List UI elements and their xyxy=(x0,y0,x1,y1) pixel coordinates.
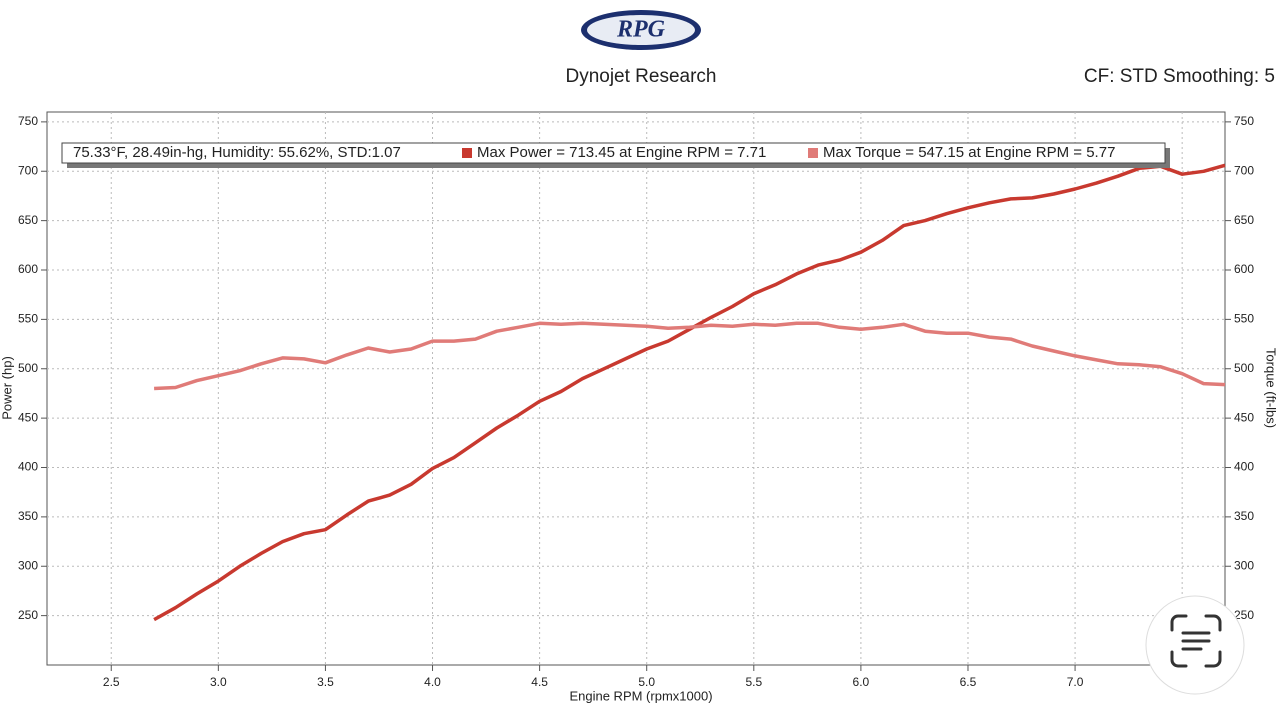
x-tick-label: 5.5 xyxy=(745,675,762,689)
x-tick-label: 3.0 xyxy=(210,675,227,689)
y-tick-label: 250 xyxy=(18,608,38,622)
y2-tick-label: 400 xyxy=(1234,460,1254,474)
x-tick-label: 2.5 xyxy=(103,675,120,689)
y2-tick-label: 500 xyxy=(1234,361,1254,375)
legend-swatch xyxy=(808,148,818,158)
logo-inner xyxy=(587,15,695,45)
chart-subtitle: CF: STD Smoothing: 5 xyxy=(1084,66,1275,87)
y-tick-label: 500 xyxy=(18,361,38,375)
x-tick-label: 6.0 xyxy=(853,675,870,689)
y-tick-label: 600 xyxy=(18,262,38,276)
x-tick-label: 4.0 xyxy=(424,675,441,689)
y2-tick-label: 250 xyxy=(1234,608,1254,622)
y-axis-label: Power (hp) xyxy=(0,356,14,420)
y2-tick-label: 650 xyxy=(1234,213,1254,227)
y-tick-label: 550 xyxy=(18,312,38,326)
y2-tick-label: 700 xyxy=(1234,163,1254,177)
y-tick-label: 650 xyxy=(18,213,38,227)
x-tick-label: 6.5 xyxy=(960,675,977,689)
y2-tick-label: 600 xyxy=(1234,262,1254,276)
legend-swatch xyxy=(462,148,472,158)
legend-box xyxy=(61,142,1166,164)
y-tick-label: 350 xyxy=(18,509,38,523)
y-tick-label: 400 xyxy=(18,460,38,474)
y-tick-label: 750 xyxy=(18,114,38,128)
x-tick-label: 7.0 xyxy=(1067,675,1084,689)
series-line xyxy=(154,321,1226,391)
plot: 250 300 350 400 450 500 550 600 650 700 750 250 300 3… xyxy=(18,112,1254,689)
x-tick-label: 5.0 xyxy=(638,675,655,689)
legend-label: Max Power = 713.45 at Engine RPM = 7.71 xyxy=(477,144,766,161)
y2-tick-label: 750 xyxy=(1234,114,1254,128)
y2-tick-label: 550 xyxy=(1234,312,1254,326)
y2-tick-label: 450 xyxy=(1234,410,1254,424)
plot-frame xyxy=(46,111,1226,666)
x-tick-label: 3.5 xyxy=(317,675,334,689)
y2-tick-label: 350 xyxy=(1234,509,1254,523)
y2-tick-label: 300 xyxy=(1234,558,1254,572)
y-tick-label: 700 xyxy=(18,163,38,177)
y-tick-label: 450 xyxy=(18,410,38,424)
logo-text: RPG xyxy=(616,17,666,43)
x-axis-label: Engine RPM (rpmx1000) xyxy=(569,688,712,703)
series-line xyxy=(153,163,1226,622)
x-tick-label: 4.5 xyxy=(531,675,548,689)
legend-label: Max Torque = 547.15 at Engine RPM = 5.77 xyxy=(823,144,1115,161)
conditions-annotation: 75.33°F, 28.49in-hg, Humidity: 55.62%, S… xyxy=(73,144,401,161)
y2-axis-label: Torque (ft-lbs) xyxy=(1264,348,1279,428)
y-tick-label: 300 xyxy=(18,558,38,572)
chart-title: Dynojet Research xyxy=(565,66,716,87)
scan-icon xyxy=(1170,614,1222,668)
scan-button[interactable] xyxy=(1145,595,1245,695)
